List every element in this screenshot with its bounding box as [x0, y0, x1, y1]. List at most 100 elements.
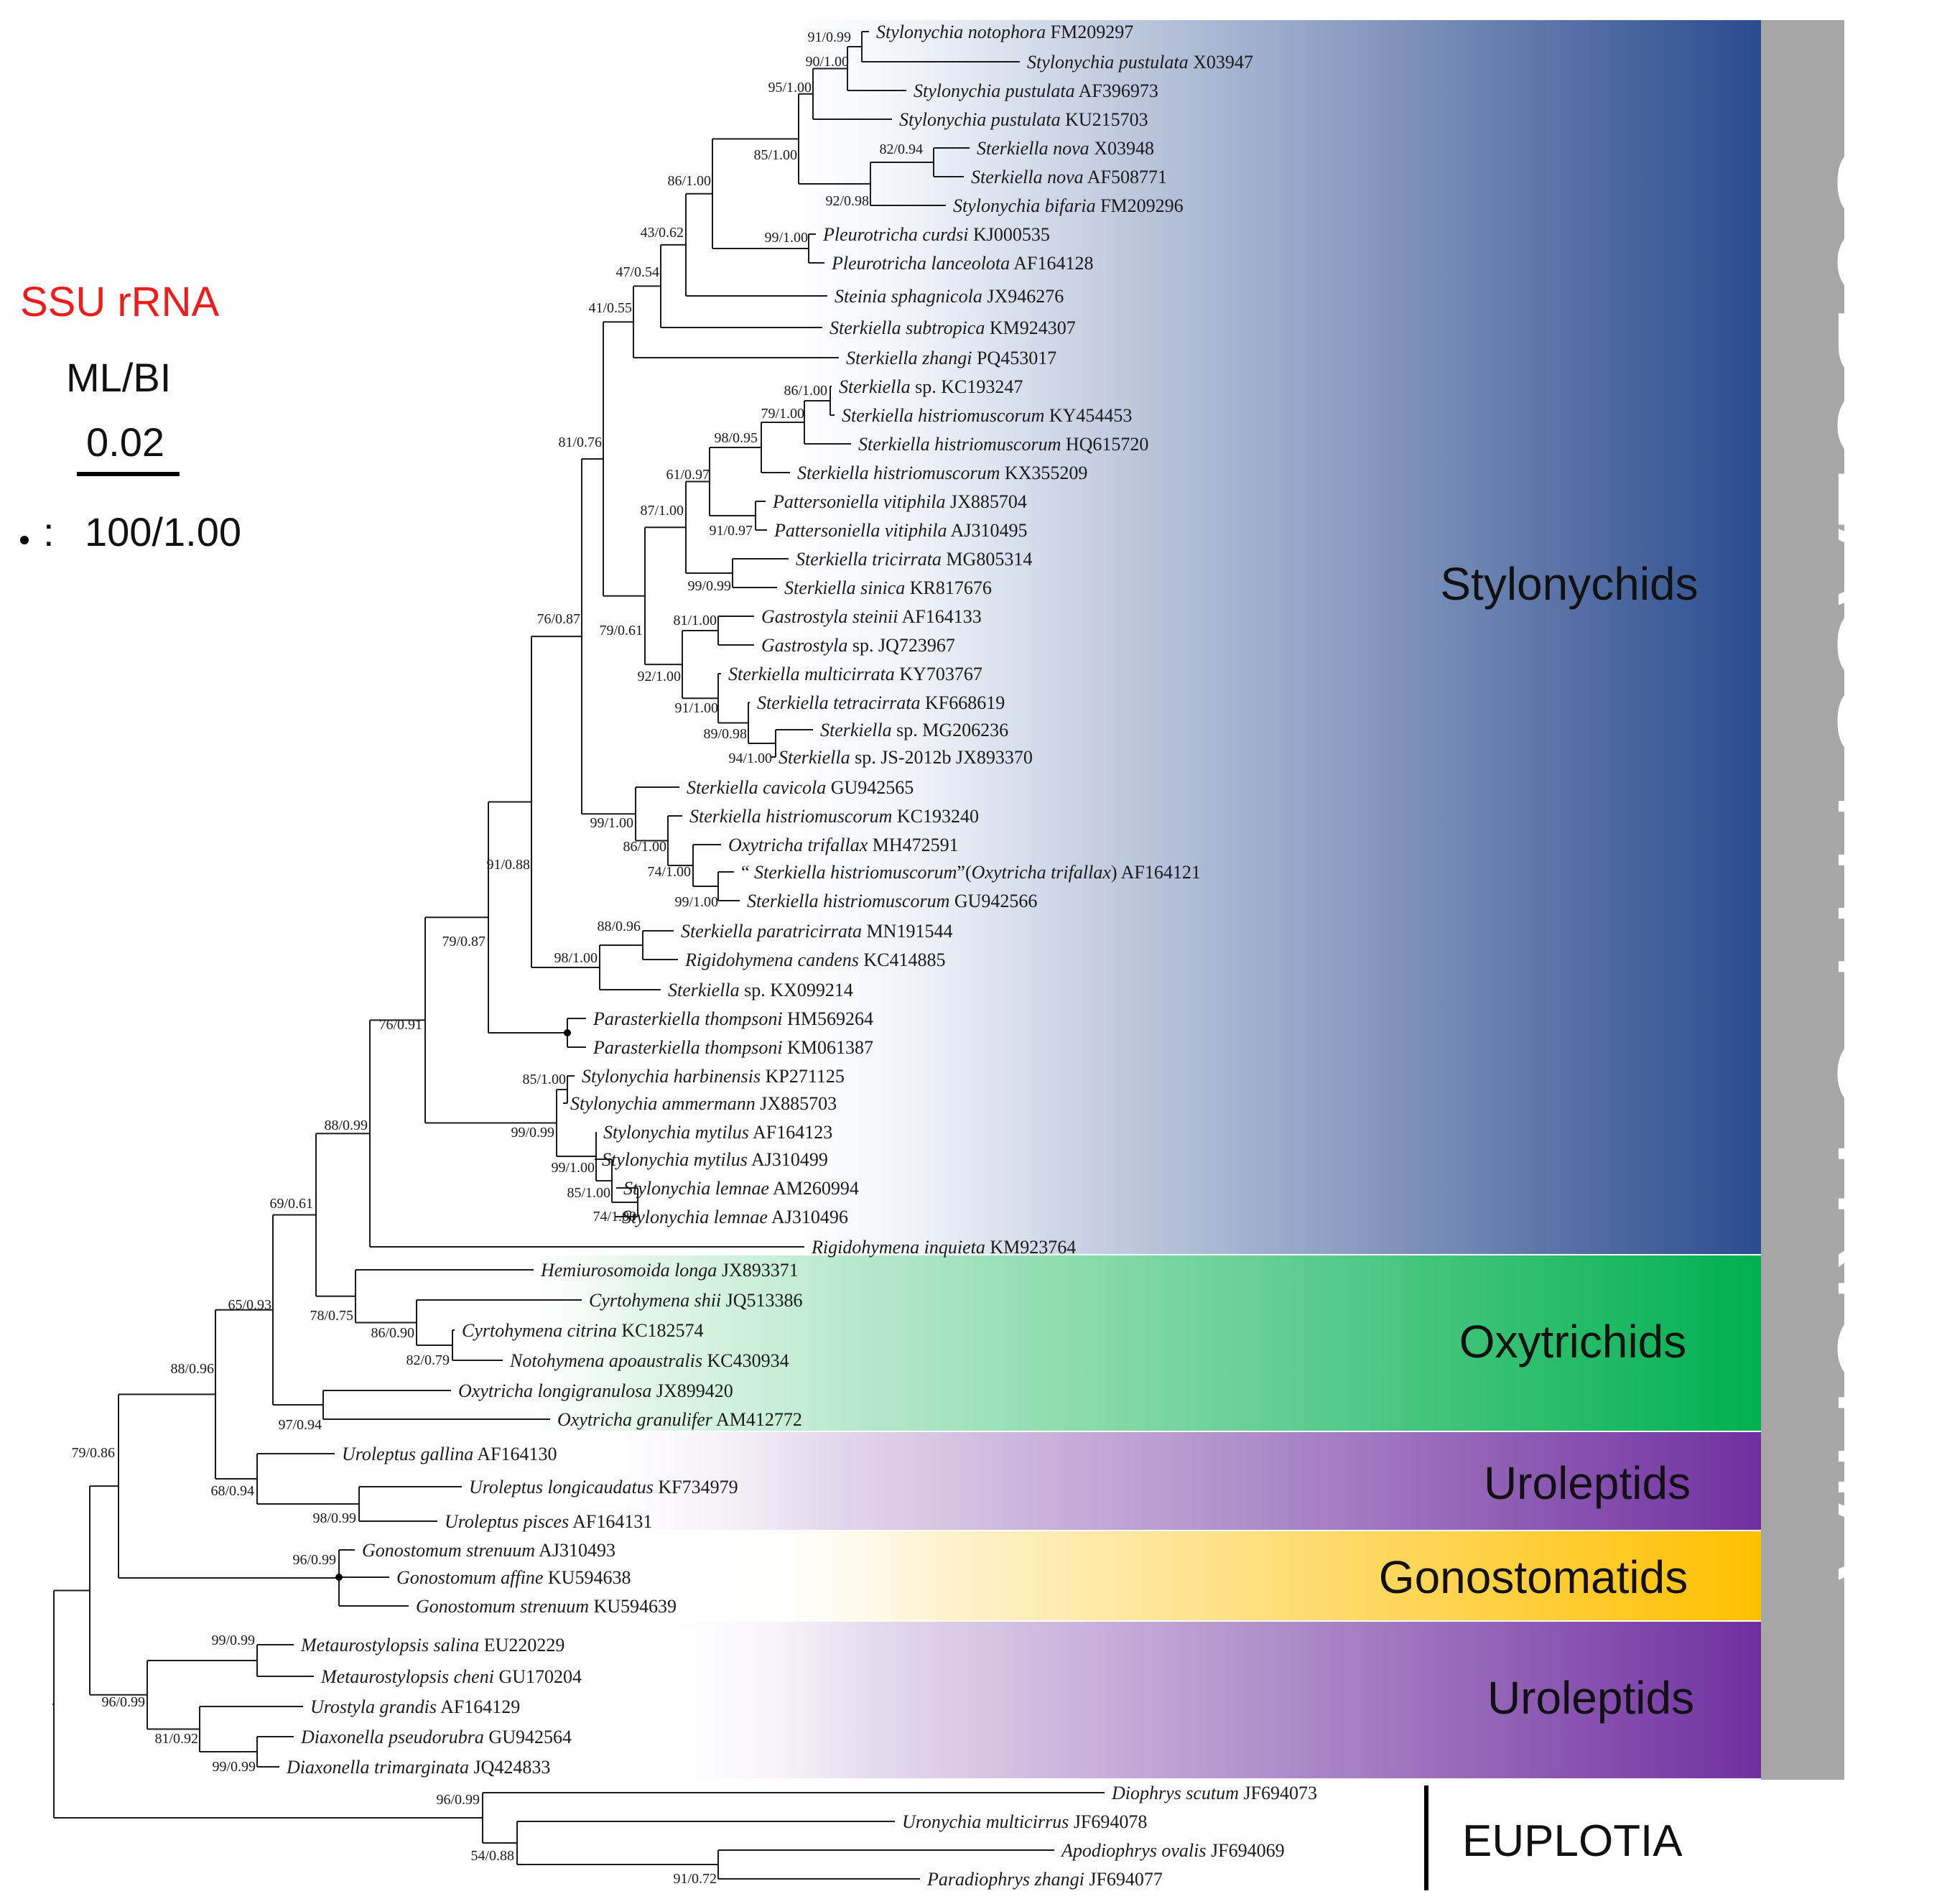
euplotia-label: EUPLOTIA: [1462, 1816, 1683, 1866]
taxon-label: Stylonychia lemnae AM260994: [623, 1178, 859, 1199]
taxon-label: Metaurostylopsis cheni GU170204: [320, 1666, 582, 1687]
support-value: 88/0.96: [170, 1361, 214, 1377]
support-value: 99/1.00: [590, 815, 633, 831]
taxon-label: Sterkiella sp. MG206236: [820, 720, 1008, 740]
clade-band-uroleptids-2: [646, 1622, 1761, 1778]
support-value: 99/1.00: [551, 1160, 595, 1176]
tree-node-dots: [335, 1029, 571, 1581]
taxon-label: Gonostomum strenuum KU594639: [416, 1596, 677, 1617]
tree-branches: [52, 31, 1105, 1880]
support-value: 92/1.00: [637, 669, 681, 684]
support-value: 82/0.79: [406, 1352, 450, 1368]
clade-band-oxytrichids: [503, 1255, 1761, 1431]
taxon-label: Pleurotricha lanceolota AF164128: [831, 253, 1093, 274]
taxon-label: Oxytricha longigranulosa JX899420: [458, 1380, 733, 1401]
taxon-label: Sterkiella histriomuscorum GU942566: [747, 891, 1037, 911]
taxon-label: Pattersoniella vitiphila JX885704: [772, 491, 1027, 512]
support-value: 97/0.94: [278, 1417, 322, 1433]
taxon-label: Stylonychia mytilus AF164123: [603, 1122, 832, 1143]
taxon-label: Sterkiella sp. JS-2012b JX893370: [779, 747, 1033, 768]
taxon-label: Rigidohymena inquieta KM923764: [811, 1237, 1076, 1258]
taxon-label: Sterkiella zhangi PQ453017: [846, 348, 1056, 368]
taxon-label: Sterkiella paratricirrata MN191544: [681, 921, 952, 942]
legend-dot-icon: [20, 536, 29, 544]
taxon-label: Oxytricha trifallax MH472591: [728, 835, 959, 855]
support-value: 78/0.75: [310, 1308, 353, 1324]
support-value: 79/0.61: [599, 623, 643, 638]
taxon-label: Apodiophrys ovalis JF694069: [1060, 1840, 1285, 1861]
legend-dot-meaning: 100/1.00: [85, 509, 241, 554]
support-value: 54/0.88: [470, 1848, 514, 1864]
taxon-label: Sterkiella nova X03948: [977, 138, 1154, 159]
taxon-label: Gastrostyla sp. JQ723967: [761, 635, 955, 656]
subclass-bar: [1761, 20, 1844, 1780]
support-value: 98/0.99: [312, 1510, 356, 1526]
support-value: 74/1.00: [593, 1209, 636, 1225]
taxon-label: Stylonychia pustulata KU215703: [899, 109, 1148, 130]
taxon-label: Sterkiella multicirrata KY703767: [728, 664, 982, 684]
taxon-label: Pattersoniella vitiphila AJ310495: [773, 520, 1027, 541]
taxon-label: Stylonychia pustulata X03947: [1027, 52, 1253, 73]
taxon-label: Sterkiella tetracirrata KF668619: [757, 692, 1005, 713]
taxon-label: Steinia sphagnicola JX946276: [835, 286, 1064, 307]
support-value: 89/0.98: [703, 726, 747, 742]
support-value: 91/0.99: [807, 29, 851, 45]
taxon-label: Diaxonella trimarginata JQ424833: [286, 1757, 550, 1778]
support-value: 99/0.99: [687, 578, 731, 594]
support-value: 94/1.00: [728, 751, 772, 766]
taxon-label: Stylonychia mytilus AJ310499: [602, 1149, 828, 1170]
support-value: 86/1.00: [667, 173, 711, 189]
taxon-label: Oxytricha granulifer AM412772: [557, 1409, 802, 1430]
taxon-label: Sterkiella sp. KX099214: [668, 980, 853, 1000]
taxon-label: Diophrys scutum JF694073: [1111, 1783, 1317, 1803]
taxon-label: Sterkiella nova AF508771: [971, 167, 1167, 187]
taxon-label: Stylonychia notophora FM209297: [876, 22, 1133, 42]
taxon-label: Sterkiella sp. KC193247: [839, 376, 1023, 397]
support-value: 92/0.98: [825, 193, 869, 209]
clade-label-uroleptids-1: Uroleptids: [1484, 1457, 1691, 1509]
legend-support-type: ML/BI: [66, 355, 171, 400]
taxon-label: Sterkiella histriomuscorum KX355209: [797, 463, 1087, 483]
support-value: 43/0.62: [640, 225, 684, 241]
taxon-label: Gastrostyla steinii AF164133: [761, 606, 982, 627]
legend-scale-value: 0.02: [86, 419, 164, 465]
taxon-label: Stylonychia ammermann JX885703: [570, 1093, 837, 1114]
taxon-label: Notohymena apoaustralis KC430934: [509, 1350, 789, 1371]
support-value: 65/0.93: [228, 1297, 271, 1313]
support-value: 88/0.99: [324, 1118, 368, 1133]
support-value: 79/1.00: [761, 406, 804, 422]
support-value: 68/0.94: [210, 1483, 254, 1499]
taxon-label: Hemiurosomoida longa JX893371: [540, 1260, 799, 1281]
taxon-label: “ Sterkiella histriomuscorum”(Oxytricha …: [741, 862, 1201, 883]
taxon-label: Gonostomum strenuum AJ310493: [362, 1540, 615, 1561]
support-value: 99/0.99: [211, 1633, 255, 1648]
taxon-label: Sterkiella histriomuscorum KY454453: [842, 405, 1132, 426]
support-value: 85/1.00: [753, 147, 797, 163]
taxon-label: Pleurotricha curdsi KJ000535: [822, 224, 1050, 245]
taxon-label: Diaxonella pseudorubra GU942564: [300, 1727, 572, 1747]
clade-band-uroleptids-1: [575, 1432, 1761, 1530]
support-value: 79/0.86: [71, 1445, 115, 1461]
support-value: 76/0.87: [536, 611, 580, 627]
support-value: 86/0.90: [371, 1325, 414, 1341]
taxon-label: Stylonychia lemnae AJ310496: [622, 1207, 848, 1227]
support-value: 91/0.88: [486, 857, 530, 873]
taxon-label: Stylonychia pustulata AF396973: [914, 80, 1158, 101]
support-value: 85/1.00: [567, 1185, 610, 1201]
support-value: 96/0.99: [292, 1552, 336, 1568]
clade-label-oxytrichids: Oxytrichids: [1459, 1316, 1687, 1367]
support-value: 98/1.00: [554, 950, 598, 966]
taxon-label: Sterkiella histriomuscorum KC193240: [689, 806, 979, 827]
legend-title: SSU rRNA: [20, 279, 219, 325]
support-value: 95/1.00: [768, 80, 812, 96]
support-value: 98/0.95: [714, 430, 758, 446]
taxon-label: Gonostomum affine KU594638: [396, 1567, 631, 1588]
support-value: 99/1.00: [674, 894, 718, 910]
support-value: 96/0.99: [101, 1694, 145, 1710]
taxon-label: Sterkiella sinica KR817676: [784, 577, 992, 598]
support-value: 90/1.00: [805, 54, 849, 70]
support-value: 81/0.92: [154, 1731, 198, 1747]
support-values: 91/0.99 90/1.00 95/1.00 82/0.94 92/0.98 85/1.…: [71, 29, 923, 1887]
